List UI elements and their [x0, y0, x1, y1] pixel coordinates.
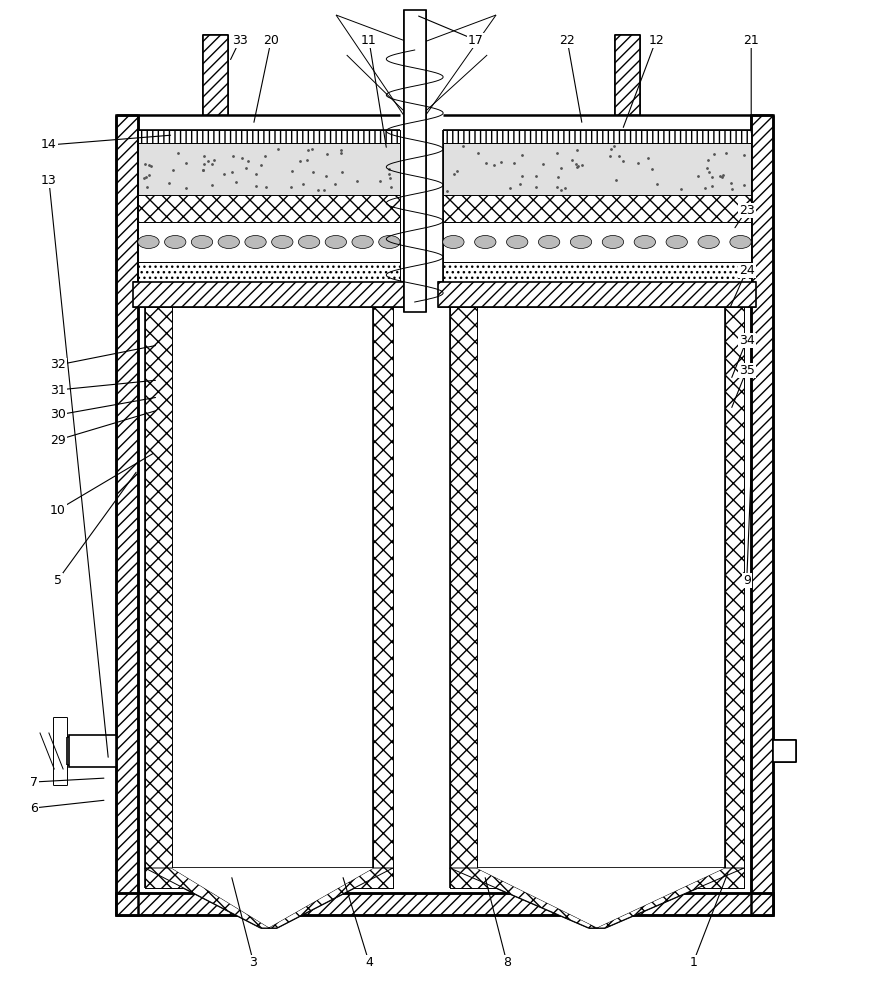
Bar	[751, 115, 773, 915]
Bar	[443, 143, 751, 195]
Ellipse shape	[634, 235, 655, 248]
Text: 34: 34	[739, 334, 755, 347]
Ellipse shape	[191, 235, 212, 248]
Ellipse shape	[299, 235, 320, 248]
Text: 30: 30	[50, 408, 66, 422]
Bar	[443, 222, 751, 262]
Text: 5: 5	[54, 574, 61, 586]
Ellipse shape	[164, 235, 186, 248]
Bar	[138, 262, 400, 282]
Text: 29: 29	[50, 434, 66, 446]
Text: 22: 22	[559, 33, 575, 46]
Ellipse shape	[352, 235, 373, 248]
Bar	[443, 130, 751, 143]
Ellipse shape	[379, 235, 400, 248]
Bar	[138, 143, 400, 195]
Text: 17: 17	[468, 33, 484, 46]
Bar	[145, 868, 393, 888]
Bar	[404, 10, 426, 312]
Bar	[133, 282, 404, 307]
Bar	[145, 307, 172, 888]
Ellipse shape	[218, 235, 239, 248]
Text: 21: 21	[743, 33, 759, 46]
Text: 11: 11	[361, 33, 377, 46]
Text: 8: 8	[503, 956, 510, 968]
Ellipse shape	[539, 235, 560, 248]
Ellipse shape	[602, 235, 623, 248]
Bar	[450, 868, 744, 888]
Ellipse shape	[475, 235, 496, 248]
Bar	[443, 262, 751, 282]
Bar	[203, 35, 228, 115]
Ellipse shape	[666, 235, 687, 248]
Bar	[138, 195, 400, 222]
Bar	[138, 115, 751, 893]
Bar	[725, 307, 744, 888]
Bar	[438, 282, 756, 307]
Text: 33: 33	[232, 33, 248, 46]
Ellipse shape	[443, 235, 464, 248]
Text: 32: 32	[50, 359, 66, 371]
Text: 7: 7	[30, 776, 37, 788]
Text: 13: 13	[41, 174, 57, 186]
Text: 14: 14	[41, 138, 57, 151]
Ellipse shape	[272, 235, 293, 248]
Bar	[373, 307, 393, 888]
Bar	[116, 893, 773, 915]
Text: 12: 12	[648, 33, 664, 46]
Ellipse shape	[244, 235, 266, 248]
Polygon shape	[172, 868, 373, 928]
Bar	[615, 35, 640, 115]
Text: 31: 31	[50, 383, 66, 396]
Bar	[69, 735, 116, 767]
Polygon shape	[596, 868, 744, 928]
Text: 1: 1	[690, 956, 697, 968]
Bar	[773, 740, 796, 762]
Ellipse shape	[138, 235, 159, 248]
Polygon shape	[268, 868, 393, 928]
Bar	[138, 222, 400, 262]
Bar	[116, 115, 138, 915]
Text: 23: 23	[739, 204, 755, 217]
Text: 20: 20	[263, 33, 279, 46]
Text: 6: 6	[30, 802, 37, 814]
Polygon shape	[477, 868, 725, 928]
Bar	[450, 307, 477, 888]
Ellipse shape	[507, 235, 528, 248]
Text: 35: 35	[739, 363, 755, 376]
Ellipse shape	[730, 235, 751, 248]
Ellipse shape	[698, 235, 719, 248]
Text: 3: 3	[250, 956, 257, 968]
Bar	[138, 130, 400, 143]
Ellipse shape	[571, 235, 592, 248]
Polygon shape	[450, 868, 597, 928]
Text: 10: 10	[50, 504, 66, 516]
Text: 4: 4	[365, 956, 372, 968]
Bar	[443, 195, 751, 222]
Text: 9: 9	[743, 574, 750, 586]
Ellipse shape	[325, 235, 347, 248]
Text: 24: 24	[739, 263, 755, 276]
Polygon shape	[145, 868, 270, 928]
